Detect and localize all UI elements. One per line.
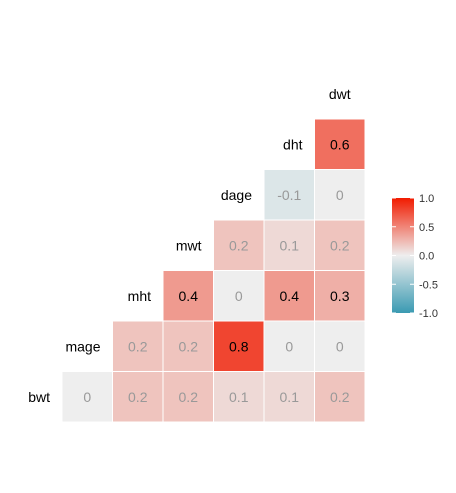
heatmap-cell (314, 371, 366, 423)
variable-label-dwt: dwt (329, 86, 351, 102)
cell-value-label: 0 (83, 389, 91, 405)
cell-value-label: 0.2 (128, 389, 148, 405)
variable-label-dage: dage (221, 187, 252, 203)
heatmap-cell (263, 169, 315, 221)
cell-value-label: 0.1 (280, 389, 300, 405)
heatmap-cell (314, 219, 366, 271)
variable-label-mwt: mwt (176, 237, 202, 253)
heatmap-cell (263, 219, 315, 271)
cell-value-label: 0.2 (229, 237, 249, 253)
heatmap-cell (314, 320, 366, 372)
heatmap-cell (263, 371, 315, 423)
cell-value-label: 0.2 (330, 237, 350, 253)
cell-value-label: 0.4 (280, 288, 300, 304)
heatmap-cell (314, 169, 366, 221)
heatmap-cell (213, 270, 265, 322)
heatmap-cell (162, 320, 214, 372)
cell-value-label: 0.1 (280, 237, 300, 253)
heatmap-cell (263, 320, 315, 372)
variable-label-bwt: bwt (28, 389, 50, 405)
cell-value-label: -0.1 (277, 187, 301, 203)
legend-tick-label: 0.5 (419, 222, 434, 234)
cell-value-label: 0 (336, 187, 344, 203)
legend-tick-label: 0.0 (419, 251, 434, 263)
heatmap-cell (162, 270, 214, 322)
cell-value-label: 0 (336, 338, 344, 354)
cell-value-label: 0.2 (179, 338, 199, 354)
variable-label-dht: dht (283, 136, 303, 152)
heatmap-cell (314, 270, 366, 322)
legend-tick-label: 1.0 (419, 193, 434, 205)
heatmap-cell (213, 219, 265, 271)
variable-label-mage: mage (65, 338, 100, 354)
cell-value-label: 0.2 (179, 389, 199, 405)
cell-value-label: 0 (235, 288, 243, 304)
cell-value-label: 0.4 (179, 288, 199, 304)
heatmap-cell (213, 320, 265, 372)
cell-value-label: 0 (285, 338, 293, 354)
cell-value-label: 0.3 (330, 288, 350, 304)
legend-tick-label: -0.5 (419, 279, 438, 291)
heatmap-cell (112, 320, 164, 372)
cell-value-label: 0.6 (330, 136, 350, 152)
cell-value-label: 0.2 (330, 389, 350, 405)
variable-label-mht: mht (128, 288, 151, 304)
cell-value-label: 0.1 (229, 389, 249, 405)
heatmap-cell (314, 118, 366, 170)
heatmap-cell (112, 371, 164, 423)
variable-labels: bwt mage mht mwt dage dht dwt (28, 86, 351, 405)
heatmap-cells: 0 0.2 0.2 0.1 0.1 0.2 0.2 0.2 0.8 0 0 0.4 0 0.4 0.3 0.2… (61, 118, 366, 423)
heatmap-cell (61, 371, 113, 423)
cell-value-label: 0.8 (229, 338, 249, 354)
legend-tick-label: -1.0 (419, 308, 438, 320)
legend-colorbar (392, 198, 414, 313)
cell-value-label: 0.2 (128, 338, 148, 354)
color-legend: 1.0 0.5 0.0 -0.5 -1.0 (392, 193, 438, 320)
